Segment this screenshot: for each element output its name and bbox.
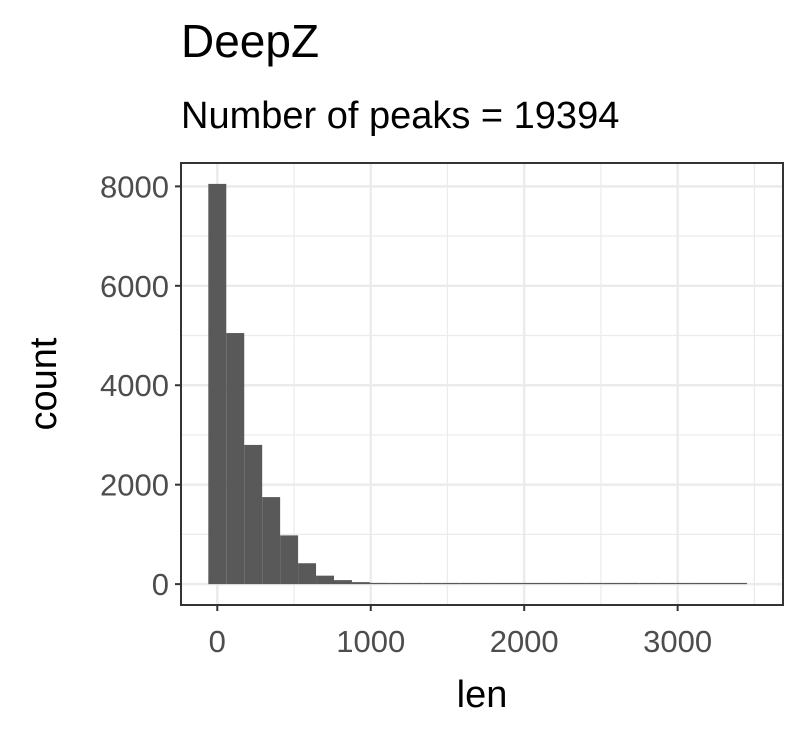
histogram-bar xyxy=(728,582,747,585)
x-tick-label: 2000 xyxy=(490,624,559,659)
histogram-bar xyxy=(567,582,586,585)
histogram-bar xyxy=(208,183,227,585)
histogram-bar xyxy=(298,563,317,585)
histogram-bar xyxy=(387,582,406,585)
x-tick-label: 0 xyxy=(209,624,226,659)
histogram-bar xyxy=(531,582,550,585)
histogram-bar xyxy=(711,582,729,585)
x-axis-label: len xyxy=(457,674,508,716)
histogram-bar xyxy=(351,582,370,585)
y-tick-label: 0 xyxy=(152,567,169,602)
histogram-bar xyxy=(549,582,568,585)
histogram-bar xyxy=(316,575,334,585)
histogram-bar xyxy=(621,582,640,585)
histogram-bar xyxy=(226,333,245,585)
histogram-bar xyxy=(244,444,263,585)
histogram-bar xyxy=(280,535,299,585)
histogram-bar xyxy=(657,582,676,585)
histogram-bar xyxy=(495,582,514,585)
histogram-bar xyxy=(423,582,442,585)
y-axis-ticks: 0 2000 4000 6000 8000 xyxy=(100,169,182,602)
histogram-bar xyxy=(369,582,388,585)
x-axis-ticks: 0 1000 2000 3000 xyxy=(209,604,712,659)
chart-subtitle: Number of peaks = 19394 xyxy=(181,95,620,137)
y-axis-label: count xyxy=(23,337,65,430)
histogram-bar xyxy=(333,580,352,585)
x-tick-label: 1000 xyxy=(336,624,405,659)
histogram-bar xyxy=(675,582,694,585)
histogram-bar xyxy=(459,582,478,585)
panel-border xyxy=(180,162,784,606)
histogram-bar xyxy=(513,582,532,585)
chart-title: DeepZ xyxy=(181,15,320,67)
histogram-bar xyxy=(441,582,460,585)
y-tick-label: 6000 xyxy=(100,269,169,304)
histogram-bar xyxy=(405,582,424,585)
y-tick-label: 2000 xyxy=(100,468,169,503)
histogram-bar xyxy=(262,497,281,585)
x-tick-label: 3000 xyxy=(643,624,712,659)
histogram-bar xyxy=(585,582,604,585)
y-tick-label: 8000 xyxy=(100,169,169,204)
histogram-bar xyxy=(693,582,712,585)
histogram-bar xyxy=(639,582,658,585)
y-tick-label: 4000 xyxy=(100,368,169,403)
histogram-bar xyxy=(603,582,622,585)
histogram-bars xyxy=(208,183,747,585)
histogram-bar xyxy=(477,582,496,585)
